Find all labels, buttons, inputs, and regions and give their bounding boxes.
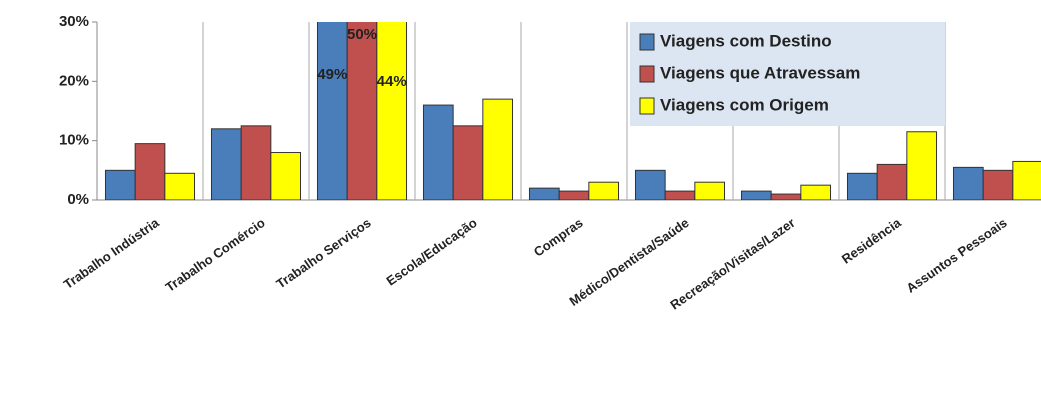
x-tick-label: Assuntos Pessoais xyxy=(903,215,1009,296)
legend-swatch xyxy=(639,97,655,115)
bar xyxy=(134,143,166,200)
legend-label: Viagens com Destino xyxy=(660,31,832,50)
bar xyxy=(982,169,1014,200)
data-label: 49% xyxy=(317,66,347,83)
bar xyxy=(952,166,984,200)
bar xyxy=(634,169,666,200)
bars xyxy=(104,22,1041,200)
x-tick-label: Escola/Educação xyxy=(383,215,479,289)
bar xyxy=(240,125,272,200)
x-tick-label: Residência xyxy=(839,215,904,267)
x-tick-label: Trabalho Serviços xyxy=(273,215,373,292)
data-label: 44% xyxy=(377,73,407,90)
bar xyxy=(482,98,514,200)
bar xyxy=(588,181,620,200)
labels: 0% 10% 20% 30% Trabalho Indústria Trabalho Co… xyxy=(59,13,1010,313)
bar xyxy=(210,128,242,200)
bar xyxy=(376,22,408,200)
bar xyxy=(770,193,802,200)
y-tick-label: 30% xyxy=(59,13,89,30)
legend-swatch xyxy=(639,33,655,51)
x-tick-label: Compras xyxy=(531,215,586,260)
bar xyxy=(846,172,878,200)
bar xyxy=(1012,160,1041,200)
bar xyxy=(558,190,590,200)
x-tick-label: Médico/Dentista/Saúde xyxy=(567,215,692,309)
y-tick-label: 0% xyxy=(67,191,89,208)
bar xyxy=(694,181,726,200)
data-label: 50% xyxy=(347,26,377,43)
x-tick-label: Trabalho Comércio xyxy=(163,215,268,295)
legend-label: Viagens que Atravessam xyxy=(660,63,860,82)
bar xyxy=(422,104,454,200)
bar xyxy=(876,163,908,200)
bar xyxy=(164,172,196,200)
bar xyxy=(740,190,772,200)
bar xyxy=(906,131,938,200)
bar xyxy=(104,169,136,200)
bar xyxy=(270,152,302,200)
bar xyxy=(800,184,832,200)
legend-box xyxy=(630,22,945,126)
bar xyxy=(528,187,560,200)
y-tick-label: 10% xyxy=(59,132,89,149)
legend-swatch xyxy=(639,65,655,83)
bar xyxy=(316,22,348,200)
x-tick-label: Trabalho Indústria xyxy=(61,215,163,292)
bar xyxy=(452,125,484,200)
y-tick-label: 20% xyxy=(59,72,89,89)
legend-label: Viagens com Origem xyxy=(660,95,829,114)
bar xyxy=(664,190,696,200)
